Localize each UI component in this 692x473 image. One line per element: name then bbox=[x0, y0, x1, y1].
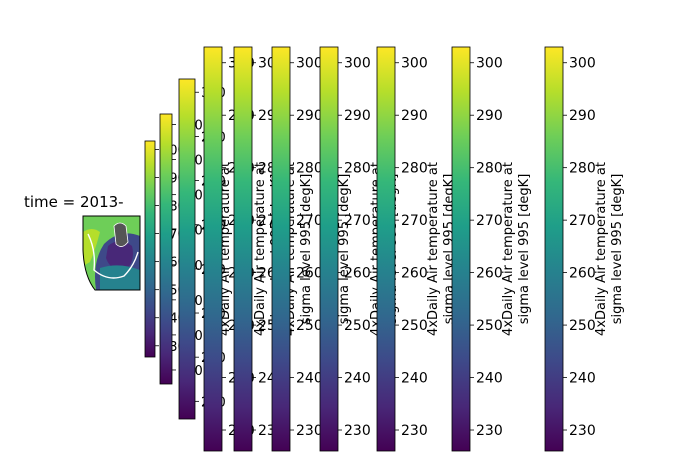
colorbar-tick-label: 230 bbox=[296, 423, 323, 439]
colorbar-tick-label: 230 bbox=[569, 423, 596, 439]
map-warm-band bbox=[83, 229, 100, 266]
colorbar-label-line1: 4xDaily Air temperature at bbox=[426, 162, 441, 336]
colorbar-label-line1: 4xDaily Air temperature at bbox=[594, 162, 609, 336]
colorbar-label-line2: sigma level 995 [degK] bbox=[610, 174, 625, 325]
colorbar-tick-label: 260 bbox=[296, 266, 323, 282]
colorbar-tick-label: 240 bbox=[569, 371, 596, 387]
colorbar-tick-label: 290 bbox=[344, 108, 371, 124]
colorbar-label-line2: sigma level 995 [degK] bbox=[337, 174, 352, 325]
colorbar-tick-label: 290 bbox=[401, 108, 428, 124]
colorbar-tick-label: 240 bbox=[344, 371, 371, 387]
colorbar-gradient bbox=[178, 78, 196, 420]
colorbar-tick-label: 270 bbox=[344, 213, 371, 229]
colorbar-tick-label: 280 bbox=[296, 161, 323, 177]
colorbar-tick-label: 230 bbox=[401, 423, 428, 439]
colorbar-label: 4xDaily Air temperature atsigma level 99… bbox=[594, 162, 625, 336]
colorbar-gradient bbox=[271, 46, 291, 452]
colorbar-tick-label: 250 bbox=[296, 318, 323, 334]
colorbar-tick-label: 280 bbox=[401, 161, 428, 177]
colorbar-gradient bbox=[451, 46, 471, 452]
colorbar-tick-label: 270 bbox=[296, 213, 323, 229]
colorbar-tick-label: 270 bbox=[401, 213, 428, 229]
map-cool-core bbox=[106, 241, 133, 272]
colorbar-tick-label: 290 bbox=[569, 108, 596, 124]
colorbar-label-line2: sigma level 995 [degK] bbox=[517, 174, 532, 325]
colorbar-label: 4xDaily Air temperature atsigma level 99… bbox=[501, 162, 532, 336]
colorbar-tick-label: 290 bbox=[296, 108, 323, 124]
colorbar-9: 230 240 250 260 270 280 290 300 4xDaily Air temp… bbox=[451, 46, 532, 452]
map-title: time = 2013- bbox=[24, 193, 124, 211]
map-greenland bbox=[113, 222, 129, 247]
colorbar-tick-label: 260 bbox=[476, 266, 503, 282]
colorbar-tick-label: 300 bbox=[344, 56, 371, 72]
colorbar-tick-label: 250 bbox=[401, 318, 428, 334]
colorbar-tick-label: 280 bbox=[569, 161, 596, 177]
colorbar-tick-label: 250 bbox=[476, 318, 503, 334]
colorbar-tick-label: 230 bbox=[344, 423, 371, 439]
colorbar-tick-label: 270 bbox=[569, 213, 596, 229]
colorbar-label-line1: 4xDaily Air temperature at bbox=[253, 162, 268, 336]
colorbar-gradient bbox=[203, 46, 223, 452]
colorbar-gradient bbox=[144, 140, 156, 358]
colorbar-gradient bbox=[319, 46, 339, 452]
colorbar-tick-label: 240 bbox=[476, 371, 503, 387]
colorbar-label-line1: 4xDaily Air temperature at bbox=[501, 162, 516, 336]
colorbar-tick-label: 280 bbox=[344, 161, 371, 177]
colorbar-10: 230 240 250 260 270 280 290 300 4xDaily Air temp… bbox=[544, 46, 625, 452]
colorbars: 2302402502602702802903002302402502602702… bbox=[144, 46, 625, 452]
colorbar-tick-label: 240 bbox=[296, 371, 323, 387]
colorbar-tick-label: 260 bbox=[401, 266, 428, 282]
colorbar-tick-label: 300 bbox=[296, 56, 323, 72]
map-frame bbox=[82, 215, 141, 291]
colorbar-tick-label: 250 bbox=[344, 318, 371, 334]
colorbar-gradient bbox=[376, 46, 396, 452]
colorbar-gradient bbox=[233, 46, 253, 452]
colorbar-tick-label: 290 bbox=[476, 108, 503, 124]
colorbar-8: 230 240 250 260 270 280 290 300 4xDaily Air temp… bbox=[376, 46, 457, 452]
colorbar-tick-label: 300 bbox=[401, 56, 428, 72]
colorbar-tick-label: 260 bbox=[344, 266, 371, 282]
colorbar-tick-label: 300 bbox=[569, 56, 596, 72]
colorbar-tick-label: 240 bbox=[401, 371, 428, 387]
colorbar-tick-label: 260 bbox=[569, 266, 596, 282]
colorbar-tick-label: 280 bbox=[476, 161, 503, 177]
colorbar-tick-label: 230 bbox=[476, 423, 503, 439]
colorbar-tick-label: 300 bbox=[476, 56, 503, 72]
temperature-map bbox=[82, 215, 141, 291]
colorbar-tick-label: 270 bbox=[476, 213, 503, 229]
colorbar-gradient bbox=[544, 46, 564, 452]
map-coastline bbox=[87, 233, 139, 279]
colorbar-tick-label: 250 bbox=[569, 318, 596, 334]
colorbar-label-line2: sigma level 995 [degK] bbox=[299, 174, 314, 325]
colorbar-gradient bbox=[159, 113, 173, 385]
